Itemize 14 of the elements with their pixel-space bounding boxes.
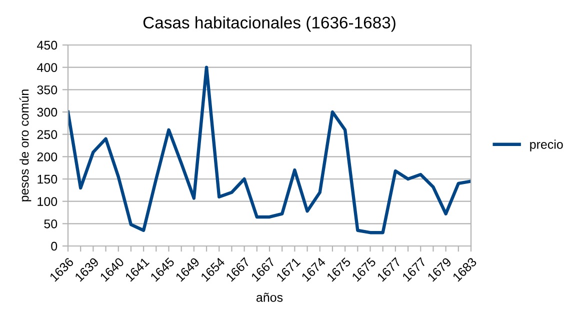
y-tick-label: 300 — [37, 108, 58, 117]
y-tick-label: 150 — [38, 174, 58, 184]
legend-label: precio — [530, 140, 563, 152]
y-tick-label: 350 — [37, 85, 58, 94]
chart-title: Casas habitacionales (1636-1683) — [143, 16, 396, 32]
y-tick-label: 450 — [37, 40, 58, 50]
y-tick-label: 50 — [44, 219, 58, 228]
x-axis-title: años — [256, 292, 283, 302]
y-tick-label: 400 — [37, 63, 58, 72]
y-tick-label: 0 — [51, 242, 58, 251]
y-tick-label: 100 — [38, 197, 58, 206]
y-tick-label: 250 — [37, 130, 58, 139]
y-tick-label: 200 — [37, 152, 58, 162]
y-axis-title: pesos de oro común — [19, 90, 32, 202]
